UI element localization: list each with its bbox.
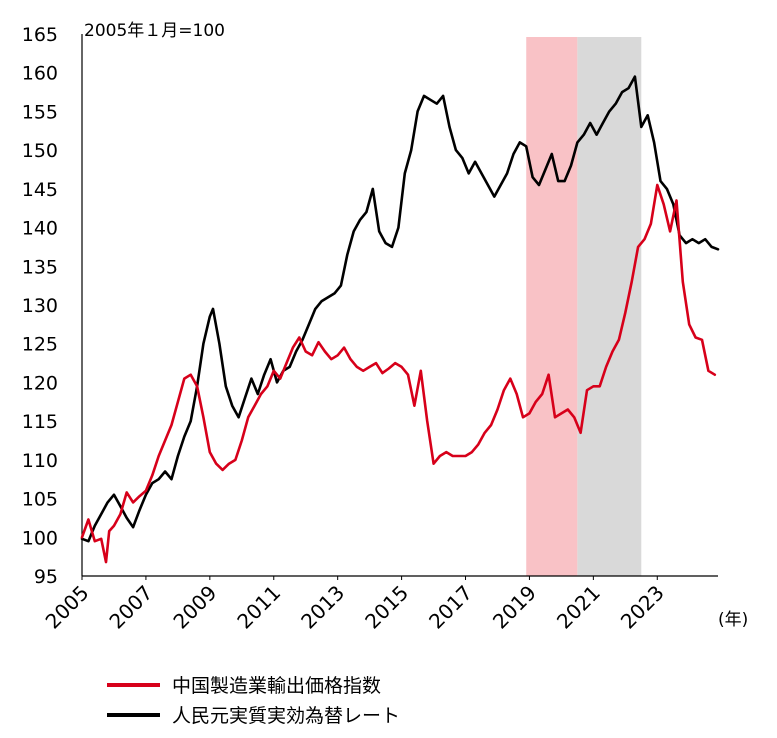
series-lines: [80, 75, 720, 564]
x-tick-label: 2017: [424, 581, 477, 634]
shaded-period-2: [577, 37, 642, 576]
y-tick-label: 165: [22, 24, 58, 46]
y-tick-label: 135: [22, 256, 58, 278]
x-tick-label: 2005: [41, 581, 94, 634]
y-tick-label: 105: [22, 489, 58, 511]
y-tick-label: 160: [22, 63, 58, 85]
shaded-period-1: [526, 37, 578, 576]
x-tick-label: 2009: [168, 581, 221, 634]
y-tick-label: 155: [22, 101, 58, 123]
x-tick-label: 2019: [488, 581, 541, 634]
y-tick-label: 130: [22, 295, 58, 317]
y-tick-label: 95: [34, 566, 58, 588]
y-tick-label: 120: [22, 372, 58, 394]
series-line-2: [80, 75, 720, 543]
y-tick-label: 110: [22, 450, 58, 472]
y-tick-label: 145: [22, 179, 58, 201]
x-tick-label: 2021: [552, 581, 605, 634]
x-tick-label: 2013: [296, 581, 349, 634]
y-unit-label: 2005年１月=100: [84, 21, 225, 41]
y-tick-label: 100: [22, 527, 58, 549]
y-tick-label: 150: [22, 140, 58, 162]
shaded-periods: [526, 37, 642, 576]
x-tick-label: 2011: [232, 581, 285, 634]
x-tick-label: 2015: [360, 581, 413, 634]
legend-label: 人民元実質実効為替レート: [172, 705, 400, 727]
y-tick-label: 125: [22, 334, 58, 356]
x-tick-label: 2023: [616, 581, 669, 634]
x-tick-label: 2007: [104, 581, 157, 634]
y-tick-label: 115: [22, 411, 58, 433]
series-line-1: [80, 183, 717, 564]
y-tick-label: 140: [22, 218, 58, 240]
x-unit-label: (年): [718, 610, 748, 630]
legend-label: 中国製造業輸出価格指数: [172, 675, 381, 697]
